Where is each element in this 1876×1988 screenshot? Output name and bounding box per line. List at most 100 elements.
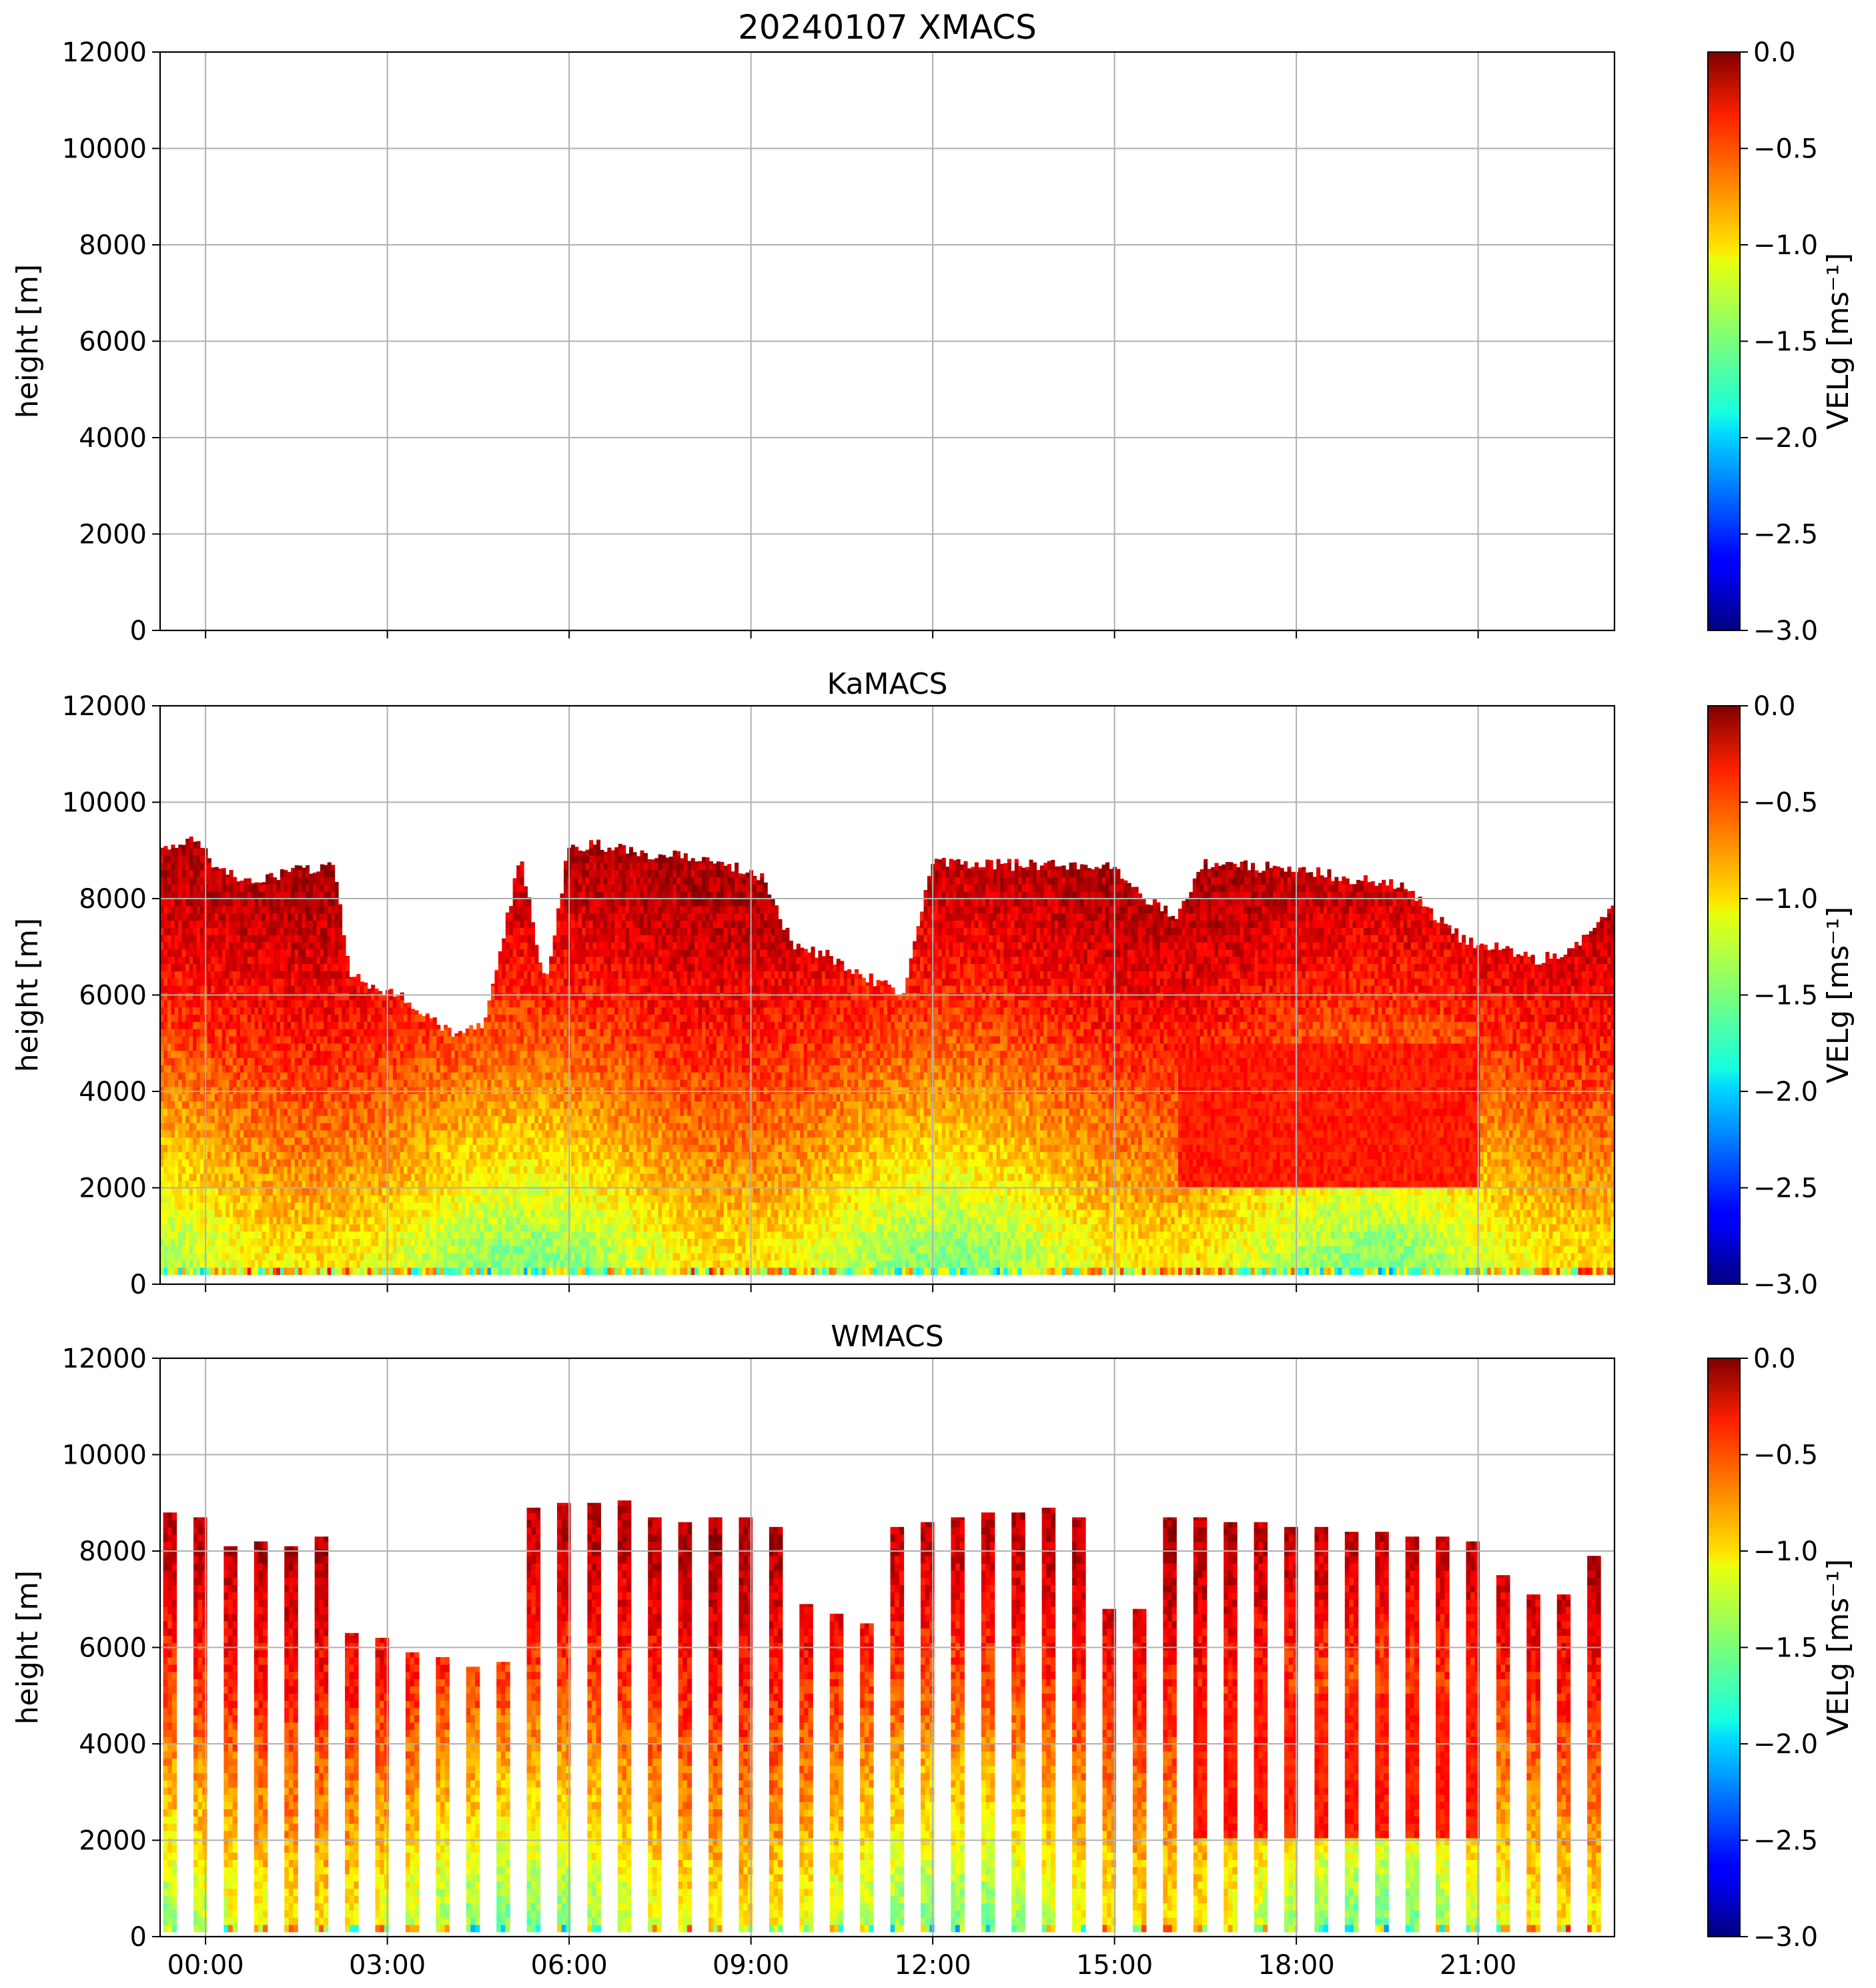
data-column	[1011, 1512, 1025, 1933]
data-column	[951, 1517, 965, 1933]
data-column	[526, 1507, 541, 1933]
data-column	[466, 1666, 480, 1933]
colorbar-tick-label: −0.5	[1753, 1440, 1818, 1471]
colorbar-tick-label: 0.0	[1753, 691, 1796, 722]
colorbar-tick-label: −2.0	[1753, 423, 1818, 454]
data-column	[1254, 1522, 1268, 1933]
data-column	[223, 1546, 238, 1933]
x-tick-label: 06:00	[530, 1950, 607, 1981]
colorbar-gradient	[1707, 1358, 1741, 1937]
data-column	[1224, 1522, 1238, 1933]
y-tick-label: 8000	[79, 1536, 147, 1567]
data-column	[829, 1613, 844, 1933]
colorbar-label: VELg [ms⁻¹]	[1821, 1559, 1855, 1736]
colorbar-tick-label: −1.0	[1753, 1536, 1818, 1567]
y-axis-label: height [m]	[11, 1570, 45, 1724]
colorbar-tick-label: −1.0	[1753, 230, 1818, 261]
data-column	[1041, 1507, 1056, 1933]
data-column	[284, 1546, 298, 1933]
x-tick-label: 09:00	[713, 1950, 789, 1981]
colorbar-tick-label: −0.5	[1753, 134, 1818, 165]
data-column	[1496, 1575, 1510, 1933]
colorbar-tick-label: −1.5	[1753, 981, 1818, 1011]
data-column	[405, 1652, 420, 1933]
x-tick-label: 00:00	[167, 1950, 244, 1981]
y-axis-label: height [m]	[11, 264, 45, 418]
y-tick-label: 6000	[79, 327, 147, 358]
data-column	[709, 1517, 723, 1933]
data-column	[1163, 1517, 1177, 1933]
data-column	[1102, 1608, 1117, 1933]
colorbar: 0.0 −0.5 −1.0 −1.5 −2.0 −2.5 −3.0 VELg [ms⁻¹]	[1707, 37, 1855, 646]
y-axis-label: height [m]	[11, 918, 45, 1072]
y-tick-label: 2000	[79, 520, 147, 550]
data-column	[1466, 1541, 1480, 1933]
data-column	[436, 1656, 450, 1933]
y-tick-label: 4000	[79, 423, 147, 454]
colorbar-gradient	[1707, 705, 1741, 1285]
y-tick-label: 12000	[62, 691, 147, 722]
panel-kamacs: 0 2000 4000 6000 8000 10000 12000 height [m] KaM…	[11, 667, 1855, 1300]
data-column	[193, 1517, 207, 1933]
data-column	[345, 1632, 359, 1933]
colorbar-tick-label: −2.0	[1753, 1077, 1818, 1107]
data-column	[981, 1512, 995, 1933]
velocity-field	[163, 1500, 1601, 1933]
data-column	[1072, 1517, 1086, 1933]
data-column	[1132, 1608, 1147, 1933]
data-column	[920, 1522, 935, 1933]
data-column	[1284, 1526, 1298, 1933]
data-column	[314, 1536, 329, 1933]
colorbar-tick-label: −2.0	[1753, 1729, 1818, 1760]
figure-title: 20240107 XMACS	[738, 8, 1037, 47]
data-column	[739, 1517, 753, 1933]
x-tick-label: 15:00	[1076, 1950, 1153, 1981]
y-tick-label: 0	[130, 616, 147, 646]
y-tick-label: 6000	[79, 981, 147, 1011]
y-tick-label: 0	[130, 1270, 147, 1300]
data-column	[496, 1662, 510, 1933]
data-column	[1375, 1532, 1389, 1933]
panel-title: KaMACS	[827, 667, 948, 701]
data-column	[556, 1502, 571, 1933]
y-tick-label: 12000	[62, 1344, 147, 1374]
y-tick-label: 8000	[79, 884, 147, 915]
data-column	[617, 1500, 632, 1933]
data-column	[1587, 1556, 1601, 1933]
colorbar-tick-label: −1.5	[1753, 1633, 1818, 1664]
data-column	[799, 1604, 813, 1933]
panel-xmacs: 0 2000 4000 6000 8000 10000 12000 height [m] 0.0…	[11, 37, 1855, 646]
data-column	[648, 1517, 662, 1933]
data-column	[587, 1502, 601, 1933]
colorbar-tick-label: −1.0	[1753, 884, 1818, 915]
x-tick-label: 21:00	[1440, 1950, 1516, 1981]
colorbar-tick-label: −3.0	[1753, 1922, 1818, 1953]
colorbar-tick-label: 0.0	[1753, 37, 1796, 68]
y-tick-label: 10000	[62, 1440, 147, 1471]
y-tick-label: 6000	[79, 1633, 147, 1664]
x-tick-label: 12:00	[894, 1950, 971, 1981]
data-column	[1193, 1517, 1208, 1933]
data-column	[1314, 1526, 1328, 1933]
colorbar: 0.0 −0.5 −1.0 −1.5 −2.0 −2.5 −3.0 VELg [ms⁻¹]	[1707, 1344, 1855, 1953]
colorbar-tick-label: 0.0	[1753, 1344, 1796, 1374]
data-column	[678, 1522, 692, 1933]
x-tick-label: 18:00	[1258, 1950, 1334, 1981]
colorbar-tick-label: −3.0	[1753, 616, 1818, 646]
y-tick-label: 2000	[79, 1173, 147, 1204]
data-column	[769, 1526, 783, 1933]
y-tick-label: 10000	[62, 134, 147, 165]
data-column	[375, 1638, 390, 1933]
data-column	[1556, 1594, 1571, 1933]
y-tick-label: 0	[130, 1922, 147, 1953]
colorbar-tick-label: −3.0	[1753, 1270, 1818, 1300]
y-tick-label: 10000	[62, 788, 147, 819]
y-tick-label: 4000	[79, 1077, 147, 1107]
panel-wmacs: 0 2000 4000 6000 8000 10000 12000 00:00 03:00 06:…	[11, 1320, 1855, 1981]
colorbar-label: VELg [ms⁻¹]	[1821, 253, 1855, 430]
y-tick-label: 12000	[62, 37, 147, 68]
data-column	[1526, 1594, 1540, 1933]
colorbar-gradient	[1707, 51, 1741, 631]
y-tick-label: 2000	[79, 1826, 147, 1857]
